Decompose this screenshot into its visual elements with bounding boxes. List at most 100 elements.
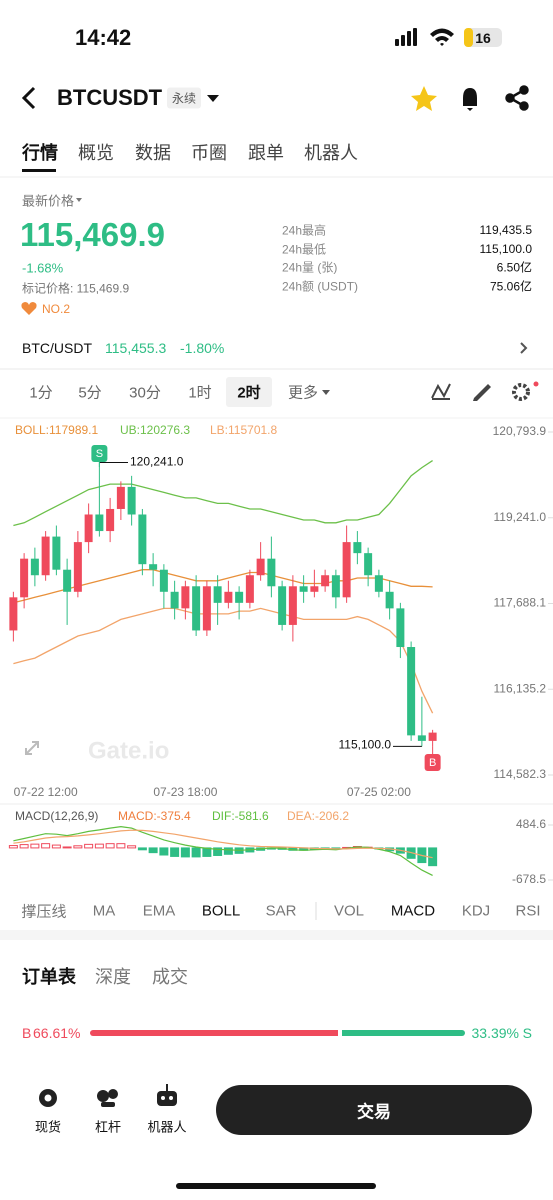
favorite-star[interactable] [411,86,437,111]
interval-tab[interactable]: 1分 [29,384,53,402]
legend-entry: DIF:-581.6 [212,809,269,823]
boll-line [13,569,433,604]
section-gap [0,930,553,940]
share-icon[interactable] [505,85,529,111]
candle-body [245,575,254,603]
indicator-tab[interactable]: KDJ [461,902,491,920]
candle-body [396,608,405,648]
indicator-tab[interactable]: MACD [390,902,436,920]
macd-bar [148,847,158,854]
more-arrow[interactable] [322,390,330,395]
macd-bar [30,843,40,849]
candle-body [202,586,211,631]
spot-icon[interactable] [39,1089,57,1107]
macd-chart: MACD(12,26,9) 484.6 -678.5 MACD:-375.4 DIF:-… [8,809,553,886]
candle-body [9,597,18,631]
interval-tab[interactable]: 5分 [78,384,102,402]
legend-entry: DEA:-206.2 [287,809,349,823]
candle-body [73,542,82,592]
macd-bar [51,844,61,849]
y-tick-label: 114,582.3 [494,767,547,781]
macd-line [13,829,433,859]
tab[interactable]: 跟单 [248,143,284,163]
macd-bar [19,844,29,849]
sell-ratio-bar [341,1030,465,1036]
trade-button-bg[interactable] [216,1085,532,1135]
tab[interactable]: 机器人 [304,143,358,163]
interval-tab[interactable]: 1时 [188,384,212,402]
trade-button[interactable]: 交易 [357,1102,391,1122]
margin-icon[interactable] [97,1089,118,1107]
macd-bar [84,843,94,849]
candle-body [321,575,330,587]
price-label: 最新价格 [22,193,75,209]
tab[interactable]: 币圈 [191,143,227,163]
price-dropdown-arrow[interactable] [76,198,82,202]
macd-bar [94,843,104,849]
order-tab[interactable]: 成交 [152,967,188,987]
indicator-tab[interactable]: RSI [515,902,541,920]
interval-tab[interactable]: 更多 [288,384,319,402]
dropdown-arrow[interactable] [207,95,219,102]
candle-body [278,586,287,625]
spot-chevron[interactable] [520,342,528,354]
boll-line [13,460,433,527]
order-tab[interactable]: 订单表 [22,967,76,987]
y-tick-label: 119,241.0 [494,510,547,524]
indicator-tab[interactable]: MA [92,902,116,920]
candle-body [138,514,147,565]
legend-entry: BOLL:117989.1 [15,423,99,437]
buy-mark: B [22,1025,32,1041]
settings-icon[interactable] [512,383,530,401]
signal-label: S [96,448,103,460]
candle-body [95,514,104,532]
candle-body [331,575,340,598]
candle-body [116,486,125,509]
alert-bell[interactable] [463,88,477,111]
candle-body [428,732,437,741]
stat-label: 24h量 (张) [282,260,338,275]
indicator-icon[interactable] [431,383,451,400]
sell-ratio: 33.39% [471,1025,519,1041]
candle-body [256,558,265,576]
boll-line [13,607,434,714]
tab[interactable]: 概览 [78,143,114,163]
legend-entry: UB:120276.3 [120,423,190,437]
tab[interactable]: 行情 [22,143,58,163]
indicator-tab[interactable]: VOL [333,902,365,920]
nav-item[interactable]: 现货 [34,1119,62,1135]
y-tick-label: 116,135.2 [494,681,547,695]
back-button[interactable] [21,86,36,110]
candle-body [364,553,373,576]
macd-bar [105,843,115,849]
stat-value: 115,100.0 [479,241,533,256]
nav-item[interactable]: 杠杆 [94,1119,122,1135]
indicator-tab[interactable]: 撑压线 [21,903,67,921]
indicator-tab[interactable]: SAR [265,902,297,920]
expand-icon [25,741,39,755]
stat-label: 24h最高 [282,223,327,238]
candle-body [192,586,201,631]
stat-label: 24h额 (USDT) [282,279,359,294]
symbol: BTCUSDT [57,85,163,110]
spot-pair[interactable]: BTC/USDT [22,340,92,356]
home-indicator [176,1183,376,1189]
draw-icon[interactable] [473,384,491,401]
watermark: Gate.io [88,737,169,764]
macd-bar [73,845,83,849]
order-tab[interactable]: 深度 [95,967,131,987]
candle-body [385,591,394,609]
section-gap [0,368,553,370]
spot-change: -1.80% [180,340,225,356]
tab[interactable]: 数据 [135,143,171,163]
bot-icon[interactable] [157,1084,177,1106]
indicator-tab[interactable]: BOLL [201,902,241,920]
stat-value: 6.50亿 [496,260,532,275]
y-tick-label: -678.5 [512,872,546,886]
stat-value: 75.06亿 [489,279,532,294]
nav-item[interactable]: 机器人 [147,1119,187,1135]
interval-tab[interactable]: 30分 [129,384,161,402]
interval-tab[interactable]: 2时 [237,384,261,402]
contract-badge: 永续 [167,87,202,109]
indicator-tab[interactable]: EMA [142,902,176,920]
